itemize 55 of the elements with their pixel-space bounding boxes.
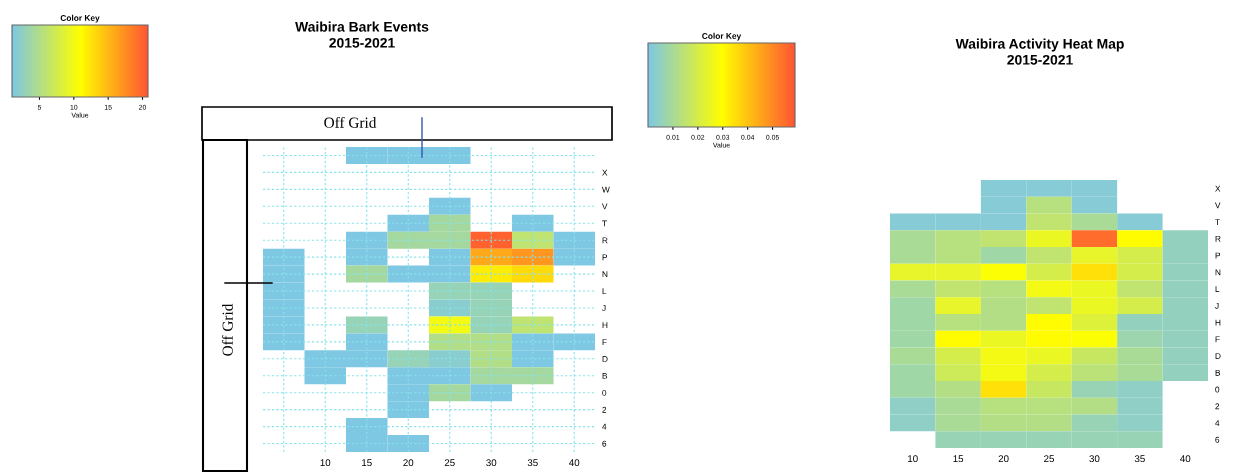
chart-subtitle: 2015-2021 [1007, 54, 1073, 65]
text: Off Grid [221, 303, 233, 356]
y-tick-label: L [602, 288, 607, 295]
y-tick-label: L [1215, 286, 1220, 292]
x-tick-label: 10 [320, 459, 331, 467]
x-tick-label: 35 [527, 459, 538, 467]
y-tick-label: N [1215, 269, 1221, 276]
chart-subtitle: 2015-2021 [329, 37, 395, 48]
y-tick-label: F [1215, 336, 1220, 343]
y-tick-label: V [1214, 202, 1221, 209]
y-tick-label: N [602, 271, 608, 278]
text: Color Key [60, 14, 100, 23]
y-tick-label: B [1215, 369, 1221, 376]
y-tick-label: 4 [602, 423, 607, 430]
chart-title: Waibira Bark Events [295, 21, 429, 32]
y-tick-label: 4 [1215, 420, 1220, 426]
text: Off Grid [324, 116, 377, 128]
x-tick-label: 15 [953, 455, 964, 463]
y-tick-label: 2 [1215, 403, 1220, 410]
y-tick-label: V [601, 203, 608, 210]
y-tick-label: P [1215, 252, 1221, 259]
x-tick-label: 35 [1134, 455, 1145, 463]
x-tick-label: 20 [998, 455, 1009, 463]
y-tick-label: P [602, 254, 608, 261]
y-tick-label: B [602, 373, 608, 379]
y-tick-label: D [602, 356, 608, 362]
y-tick-label: H [1215, 319, 1221, 326]
y-tick-label: F [602, 339, 607, 345]
y-tick-label: J [602, 305, 606, 312]
y-tick-label: W [601, 186, 610, 193]
y-tick-label: T [1215, 219, 1220, 225]
y-tick-label: D [1215, 353, 1221, 359]
y-tick-label: X [602, 169, 608, 176]
x-tick-label: 40 [1180, 455, 1191, 463]
y-tick-label: 6 [1215, 436, 1220, 443]
y-tick-label: J [1215, 302, 1219, 309]
text: Color Key [702, 32, 742, 41]
x-tick-label: 30 [486, 459, 497, 467]
x-tick-label: 20 [403, 459, 414, 467]
x-tick-label: 25 [444, 459, 455, 467]
x-tick-label: 25 [1044, 455, 1054, 463]
y-tick-label: H [602, 322, 608, 328]
y-tick-label: R [1215, 235, 1221, 242]
chart-title: Waibira Activity Heat Map [955, 38, 1124, 52]
y-tick-label: 0 [602, 389, 607, 396]
y-tick-label: 2 [602, 406, 607, 413]
x-tick-label: 15 [362, 459, 372, 467]
y-tick-label: 6 [602, 440, 607, 447]
y-tick-label: 0 [1215, 386, 1220, 393]
y-tick-label: R [602, 237, 608, 244]
x-tick-label: 40 [569, 459, 580, 467]
x-tick-label: 30 [1089, 455, 1100, 463]
x-tick-label: 10 [908, 455, 918, 463]
y-tick-label: X [1215, 185, 1221, 192]
y-tick-label: T [602, 220, 607, 227]
